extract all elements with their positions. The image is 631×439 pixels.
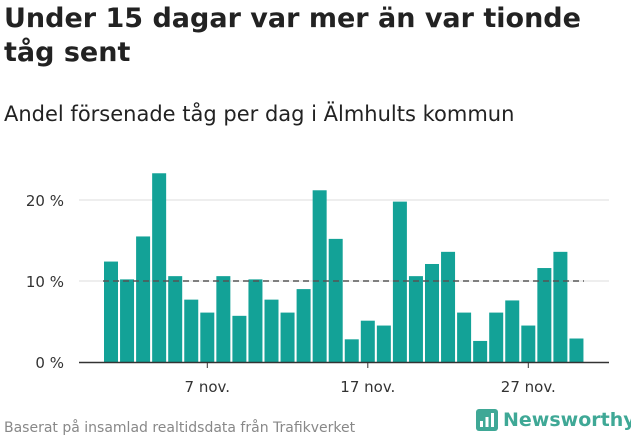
bar <box>296 289 311 362</box>
newsworthy-logo: Newsworthy <box>476 409 631 431</box>
bar <box>441 251 456 362</box>
chart-title: Under 15 dagar var mer än var tionde tåg… <box>4 3 581 68</box>
bar <box>312 190 327 362</box>
newsworthy-logo-icon <box>476 409 498 431</box>
bar <box>505 300 520 362</box>
bar <box>537 268 552 362</box>
y-tick-label: 20 % <box>26 192 64 210</box>
bar <box>168 276 183 362</box>
bar <box>184 299 199 362</box>
x-tick-label: 27 nov. <box>501 378 556 396</box>
x-tick-label: 7 nov. <box>185 378 230 396</box>
x-tick-label: 17 nov. <box>340 378 395 396</box>
bar <box>360 320 375 362</box>
chart-subtitle: Andel försenade tåg per dag i Älmhults k… <box>4 102 515 126</box>
bar <box>104 261 118 362</box>
bar <box>408 276 423 362</box>
newsworthy-logo-text: Newsworthy <box>503 409 631 431</box>
bar <box>120 279 135 362</box>
bar <box>280 312 295 362</box>
bar <box>264 299 279 362</box>
bar <box>392 201 407 362</box>
y-tick-label: 10 % <box>26 273 64 291</box>
bar-chart: 0 % 10 % 20 % 7 nov. 17 nov. 27 nov. <box>26 173 609 396</box>
bar <box>328 238 343 362</box>
bar <box>248 279 263 362</box>
bar <box>553 251 568 362</box>
bar <box>344 339 359 362</box>
bar <box>216 276 231 362</box>
bar <box>136 236 151 362</box>
bar <box>521 325 536 362</box>
bar <box>457 312 472 362</box>
bar <box>232 315 247 362</box>
bar <box>473 340 488 362</box>
bar <box>152 173 167 362</box>
source-note: Baserat på insamlad realtidsdata från Tr… <box>4 420 356 436</box>
bar <box>376 325 391 362</box>
bar <box>489 312 504 362</box>
bar <box>425 263 439 362</box>
bar <box>200 312 215 362</box>
y-tick-label: 0 % <box>35 354 64 372</box>
bar <box>569 338 584 362</box>
